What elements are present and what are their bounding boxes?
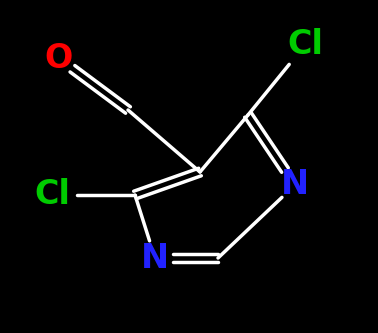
Text: Cl: Cl — [287, 29, 323, 62]
Text: N: N — [141, 241, 169, 274]
Text: O: O — [44, 42, 72, 75]
Text: Cl: Cl — [34, 178, 70, 211]
Text: N: N — [281, 168, 309, 201]
